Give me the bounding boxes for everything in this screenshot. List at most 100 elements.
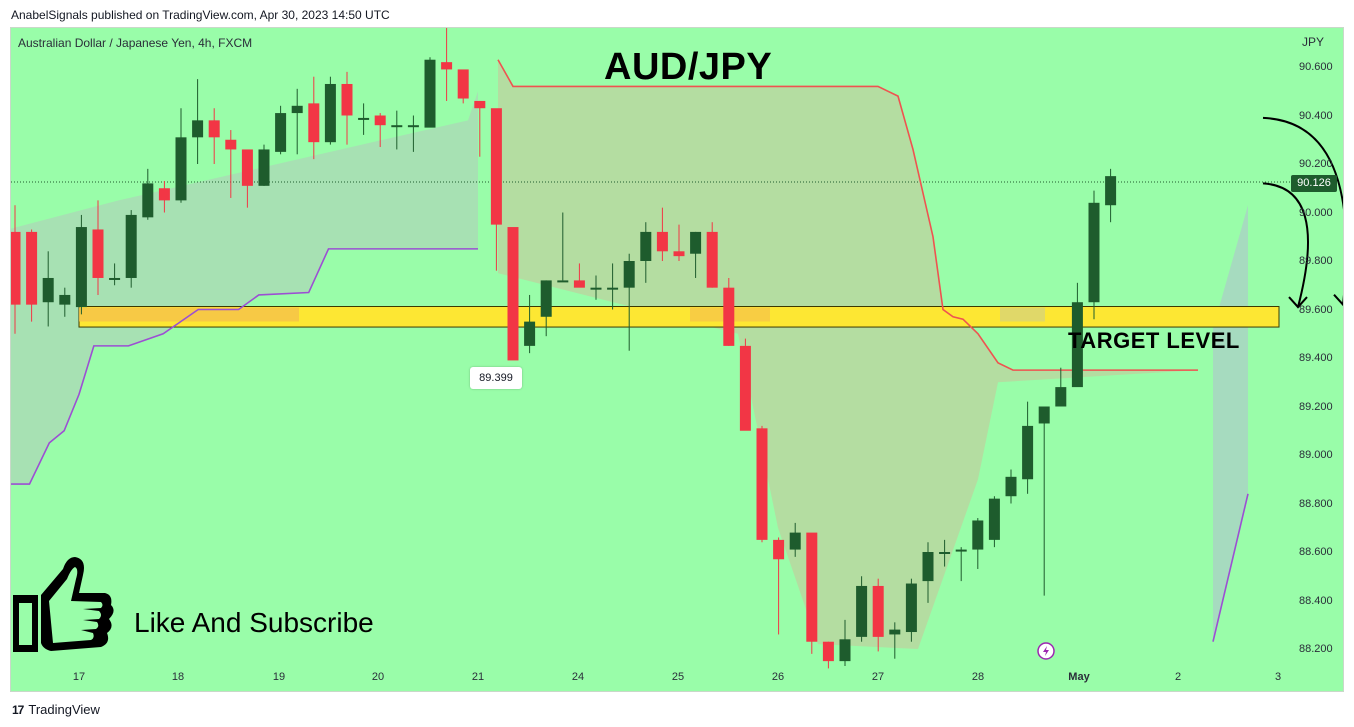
price-tick-label: 88.600	[1299, 546, 1333, 558]
time-tick-label: May	[1068, 671, 1090, 683]
candle-body	[1022, 425, 1034, 480]
candle-body	[441, 62, 453, 70]
candle-body	[640, 231, 652, 261]
candle-body	[822, 641, 834, 662]
projection-line	[1212, 493, 1249, 642]
candle-body	[158, 188, 170, 201]
price-tick-label: 88.400	[1299, 594, 1333, 607]
curved-arrow-icon	[1262, 182, 1309, 308]
candle-body	[1055, 387, 1067, 407]
candle-body	[789, 532, 801, 550]
candle-body	[291, 105, 303, 114]
candle-body	[241, 149, 253, 186]
candle-body	[540, 280, 552, 317]
time-tick-label: 19	[272, 671, 286, 683]
arrow-head	[1288, 296, 1308, 309]
candle-body	[607, 287, 619, 290]
candle-body	[457, 69, 469, 99]
low-price-marker: 89.399	[470, 367, 522, 389]
candle-body	[59, 294, 71, 305]
candle-body	[673, 251, 685, 257]
candle-body	[856, 585, 868, 637]
candle-body	[806, 532, 818, 642]
price-tick-label: 90.200	[1299, 158, 1333, 170]
candle-body	[358, 117, 370, 120]
candle-body	[407, 125, 419, 128]
candle-body	[972, 520, 984, 550]
price-tick-label: 89.200	[1299, 400, 1333, 413]
symbol-title: Australian Dollar / Japanese Yen, 4h, FX…	[18, 36, 253, 50]
band-overlap-left	[79, 307, 299, 322]
tradingview-logo-icon: 17	[12, 702, 24, 717]
right-cloud-fill	[498, 59, 1198, 650]
chart-headline: AUD/JPY	[604, 46, 773, 88]
candle-body	[889, 629, 901, 635]
candle-body	[723, 287, 735, 346]
candle-body	[192, 120, 204, 138]
arrow-head	[1333, 293, 1343, 307]
time-tick-label: 2	[1174, 671, 1182, 683]
candle-body	[225, 139, 237, 150]
brand-name: TradingView	[28, 702, 100, 717]
candle-body	[109, 277, 121, 280]
candle-body	[391, 125, 403, 128]
curved-arrow-icon	[1262, 116, 1343, 305]
price-tick-label: 90.600	[1299, 61, 1333, 73]
candle-body	[1005, 476, 1017, 497]
price-tick-label: 89.400	[1299, 352, 1333, 364]
projection-fill	[1213, 205, 1248, 642]
candle-body	[1088, 202, 1100, 303]
time-tick-label: 27	[871, 671, 885, 683]
time-tick-label: 25	[671, 671, 685, 683]
price-tick-label: 89.000	[1299, 449, 1333, 461]
candle-body	[275, 113, 287, 152]
candle-body	[324, 83, 336, 143]
candle-body	[341, 83, 353, 116]
candle-body	[706, 231, 718, 288]
candle-body	[690, 231, 702, 254]
candle-body	[490, 108, 502, 225]
candle-body	[955, 549, 967, 552]
candle-body	[175, 137, 187, 201]
tradingview-brand[interactable]: 17 TradingView	[12, 702, 100, 717]
candle-body	[1105, 176, 1117, 206]
candle-body	[739, 345, 751, 431]
band-overlap-right	[1000, 307, 1045, 322]
candle-body	[42, 277, 54, 303]
candle-body	[1038, 406, 1050, 424]
time-tick-label: 18	[171, 671, 185, 683]
publisher-line: AnabelSignals published on TradingView.c…	[11, 8, 390, 22]
time-tick-label: 24	[571, 671, 585, 683]
time-tick-label: 3	[1274, 671, 1282, 683]
candle-body	[922, 552, 934, 582]
last-price-tag: 90.126	[1291, 175, 1337, 192]
candle-body	[756, 428, 768, 540]
price-tick-label: 89.600	[1299, 303, 1333, 316]
chart-frame[interactable]	[10, 27, 1344, 692]
price-tick-label: 88.800	[1299, 497, 1333, 510]
candle-body	[939, 552, 951, 554]
candle-body	[524, 321, 536, 346]
candle-body	[573, 280, 585, 288]
subscribe-text: Like And Subscribe	[134, 607, 374, 638]
candle-body	[507, 227, 519, 361]
candle-body	[26, 231, 38, 305]
candle-body	[557, 280, 569, 283]
price-tick-label: 89.800	[1299, 255, 1333, 267]
candle-body	[125, 214, 137, 278]
candle-body	[208, 120, 220, 138]
candle-body	[75, 227, 87, 308]
currency-label: JPY	[1302, 35, 1325, 49]
candle-body	[773, 539, 785, 560]
candle-body	[474, 100, 486, 109]
thumbs-up-icon	[13, 557, 114, 652]
candle-body	[872, 585, 884, 637]
candle-body	[258, 149, 270, 186]
candle-body	[142, 183, 154, 218]
candle-body	[374, 115, 386, 126]
time-tick-label: 20	[371, 671, 385, 683]
price-tick-label: 90.400	[1299, 109, 1333, 122]
lower-cloud-line	[11, 248, 478, 485]
time-tick-label: 26	[771, 671, 785, 683]
